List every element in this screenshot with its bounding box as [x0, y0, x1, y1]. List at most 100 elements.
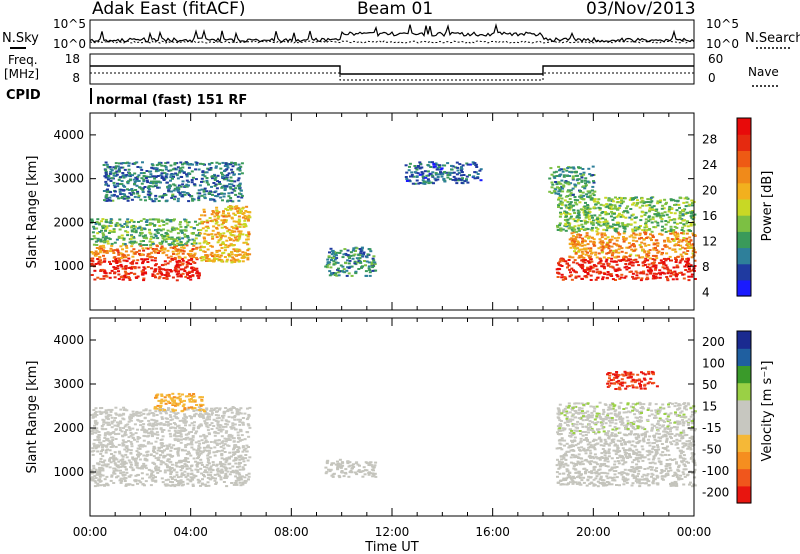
scatter-cell	[122, 406, 126, 409]
scatter-cell	[246, 423, 250, 426]
scatter-cell	[441, 173, 445, 176]
scatter-cell	[365, 274, 368, 277]
scatter-cell	[130, 466, 134, 469]
scatter-cell	[93, 480, 97, 483]
scatter-cell	[198, 425, 202, 428]
scatter-cell	[339, 264, 343, 267]
scatter-cell	[574, 184, 578, 187]
scatter-cell	[221, 176, 224, 178]
scatter-cell	[144, 408, 148, 411]
scatter-cell	[690, 273, 694, 276]
scatter-cell	[368, 274, 372, 277]
scatter-cell	[115, 173, 119, 176]
scatter-cell	[216, 174, 220, 177]
scatter-cell	[167, 184, 171, 187]
scatter-cell	[206, 426, 210, 429]
scatter-cell	[167, 484, 171, 487]
scatter-cell	[687, 229, 691, 232]
scatter-cell	[599, 259, 603, 262]
scatter-cell	[196, 274, 200, 277]
scatter-cell	[216, 473, 220, 476]
scatter-cell	[234, 482, 238, 484]
scatter-cell	[241, 256, 245, 259]
scatter-cell	[175, 253, 179, 256]
scatter-cell	[247, 472, 251, 475]
scatter-cell	[560, 201, 564, 204]
scatter-cell	[608, 273, 612, 276]
scatter-cell	[137, 444, 141, 447]
scatter-cell	[460, 166, 463, 169]
scatter-cell	[361, 265, 364, 268]
scatter-cell	[655, 276, 659, 279]
scatter-cell	[99, 249, 103, 252]
scatter-cell	[114, 259, 118, 262]
scatter-cell	[93, 475, 97, 478]
scatter-cell	[691, 202, 694, 205]
colorbar-tick-label: 4	[702, 285, 710, 299]
scatter-cell	[160, 272, 163, 275]
scatter-cell	[638, 237, 641, 240]
scatter-cell	[109, 224, 113, 227]
scatter-cell	[598, 238, 602, 241]
scatter-cell	[632, 277, 636, 280]
scatter-cell	[174, 172, 178, 175]
scatter-cell	[136, 414, 140, 417]
scatter-cell	[597, 247, 601, 250]
scatter-cell	[202, 258, 206, 261]
scatter-cell	[91, 476, 94, 479]
scatter-cell	[141, 247, 145, 250]
scatter-cell	[175, 461, 178, 464]
scatter-cell	[202, 250, 206, 253]
scatter-cell	[600, 211, 604, 214]
scatter-cell	[179, 161, 183, 164]
scatter-cell	[602, 221, 606, 223]
scatter-cell	[185, 433, 189, 436]
scatter-cell	[197, 234, 201, 237]
scatter-cell	[240, 434, 244, 437]
scatter-cell	[122, 427, 125, 430]
scatter-cell	[207, 484, 211, 487]
scatter-cell	[573, 196, 577, 198]
scatter-cell	[635, 271, 639, 274]
scatter-cell	[180, 195, 184, 198]
scatter-cell	[215, 161, 219, 164]
scatter-cell	[98, 434, 102, 437]
scatter-cell	[130, 245, 134, 248]
scatter-cell	[230, 216, 234, 219]
scatter-cell	[108, 229, 112, 232]
scatter-cell	[139, 198, 143, 201]
scatter-cell	[634, 248, 638, 251]
scatter-cell	[650, 239, 653, 242]
scatter-cell	[228, 451, 232, 454]
scatter-cell	[179, 475, 183, 478]
scatter-cell	[214, 195, 218, 197]
scatter-cell	[185, 179, 189, 182]
scatter-cell	[606, 224, 610, 227]
scatter-cell	[156, 169, 160, 172]
scatter-cell	[93, 269, 97, 272]
scatter-cell	[222, 192, 226, 195]
scatter-cell	[632, 236, 636, 239]
scatter-cell	[135, 251, 139, 254]
scatter-cell	[105, 221, 109, 224]
scatter-cell	[238, 465, 242, 468]
scatter-cell	[209, 190, 212, 193]
scatter-cell	[194, 268, 198, 271]
scatter-cell	[136, 190, 140, 193]
scatter-cell	[574, 201, 577, 204]
scatter-cell	[139, 481, 143, 484]
scatter-cell	[621, 200, 625, 203]
scatter-cell	[634, 254, 638, 257]
scatter-cell	[203, 471, 207, 474]
scatter-cell	[167, 169, 171, 172]
scatter-cell	[207, 432, 211, 435]
scatter-cell	[109, 218, 113, 221]
scatter-cell	[241, 450, 245, 453]
scatter-cell	[680, 232, 684, 235]
scatter-cell	[92, 467, 96, 470]
scatter-cell	[154, 465, 158, 468]
scatter-cell	[591, 222, 595, 225]
scatter-cell	[221, 241, 225, 244]
scatter-cell	[143, 431, 147, 434]
scatter-cell	[114, 268, 118, 270]
